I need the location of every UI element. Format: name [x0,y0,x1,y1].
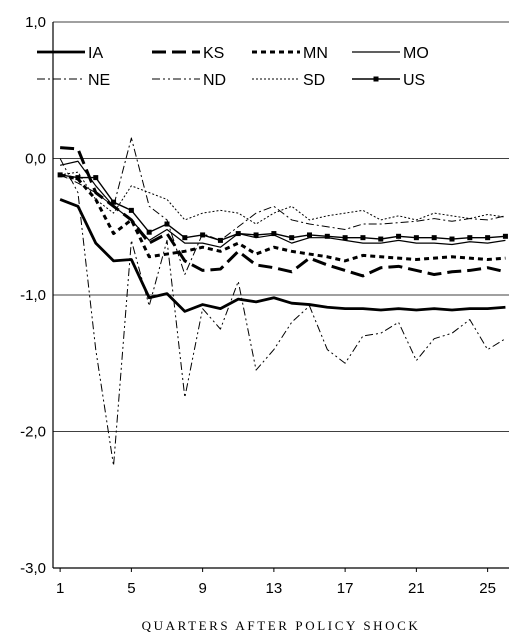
series-point-us [217,237,223,243]
series-point-us [342,235,348,241]
series-point-us [324,233,330,239]
gridlines [53,21,509,432]
y-tick-label: 1,0 [25,14,46,31]
x-tick-label: 9 [198,580,206,597]
x-tick-label: 13 [266,580,283,597]
y-tick-label: -3,0 [20,560,46,577]
legend-label-us: US [403,72,425,89]
series-point-us [413,235,419,241]
series-line-ks [60,146,506,278]
y-tick-label: -2,0 [20,424,46,441]
y-tick-label: 0,0 [25,151,46,168]
series-line-nd [59,158,506,467]
x-tick-label: 5 [127,580,135,597]
legend-marker-us [373,76,379,82]
series-line-mo [59,160,506,248]
x-tick-label: 21 [408,580,425,597]
series-point-us [307,232,312,238]
series-point-us [360,235,366,241]
series-point-us [75,175,81,181]
series-point-us [200,232,206,238]
y-tick-labels: 1,0 0,0 -1,0 -2,0 -3,0 [20,14,46,577]
legend-label-nd: ND [203,72,226,89]
series-point-us [271,231,277,237]
x-tick-labels: 1 5 9 13 17 21 25 [56,568,496,597]
series-point-us [396,233,402,239]
series-point-us [378,236,384,242]
series-point-us [449,236,455,242]
series-line-ne [59,137,506,276]
legend-label-ia: IA [88,45,103,62]
legend-label-sd: SD [303,72,325,89]
series-line-sd [60,171,506,225]
x-tick-label: 1 [56,580,64,597]
series-point-us [289,235,295,241]
series-point-us [146,229,152,235]
series-line-ia [59,198,506,313]
series-point-us [93,175,99,181]
axes [52,22,509,569]
series-point-us [57,172,63,178]
legend-label-ks: KS [203,45,224,62]
series-point-us [111,199,117,205]
series-point-us [182,235,188,241]
x-tick-label: 25 [479,580,496,597]
series-point-us [431,235,437,241]
x-tick-label: 17 [337,580,354,597]
series-line-mn [59,173,506,263]
legend-label-mn: MN [303,45,328,62]
series-point-us [164,221,170,227]
series-point-us [253,232,259,238]
series-point-us [467,235,473,241]
legend-label-ne: NE [88,72,110,89]
series-point-us [502,233,508,239]
series-layer [57,137,508,467]
series-line-us [60,174,506,242]
series-point-us [128,207,134,213]
legend-label-mo: MO [403,45,429,62]
x-axis-title: QUARTERS AFTER POLICY SHOCK [142,618,421,633]
series-point-us [485,235,491,241]
y-tick-label: -1,0 [20,287,46,304]
series-point-us [235,231,241,237]
legend: IA KS MN MO NE ND SD US [37,45,429,89]
